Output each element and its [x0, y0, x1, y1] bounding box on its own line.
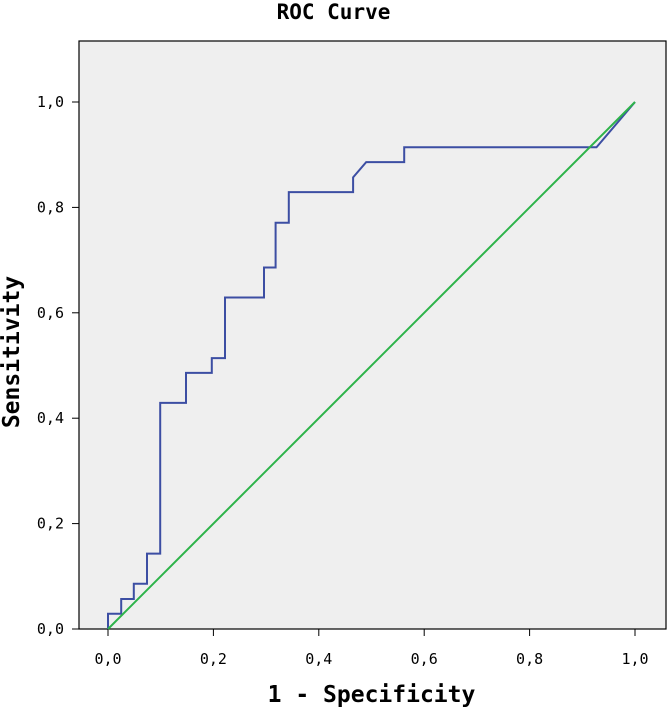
x-axis: 0,0 0,2 0,4 0,6 0,8 1,0	[94, 629, 649, 668]
y-axis: 0,0 0,2 0,4 0,6 0,8 1,0	[37, 93, 79, 638]
y-axis-label: Sensitivity	[0, 275, 25, 429]
x-tick-label: 0,2	[200, 650, 227, 668]
x-tick-label: 0,6	[411, 650, 438, 668]
roc-curve-line	[107, 101, 636, 629]
reference-diagonal-line	[107, 101, 636, 630]
y-tick-label: 0,4	[37, 409, 64, 427]
y-tick-label: 0,0	[37, 620, 64, 638]
x-tick-label: 0,0	[94, 650, 121, 668]
y-tick-label: 0,2	[37, 515, 64, 533]
y-tick-label: 0,6	[37, 304, 64, 322]
x-tick-label: 0,8	[516, 650, 543, 668]
x-tick-label: 1,0	[621, 650, 648, 668]
y-tick-label: 0,8	[37, 198, 64, 216]
x-axis-label: 1 - Specificity	[267, 682, 476, 708]
chart-title: ROC Curve	[276, 0, 391, 24]
plot-area	[78, 40, 667, 630]
y-tick-label: 1,0	[37, 93, 64, 111]
series-layer	[107, 101, 636, 630]
x-tick-label: 0,4	[305, 650, 332, 668]
